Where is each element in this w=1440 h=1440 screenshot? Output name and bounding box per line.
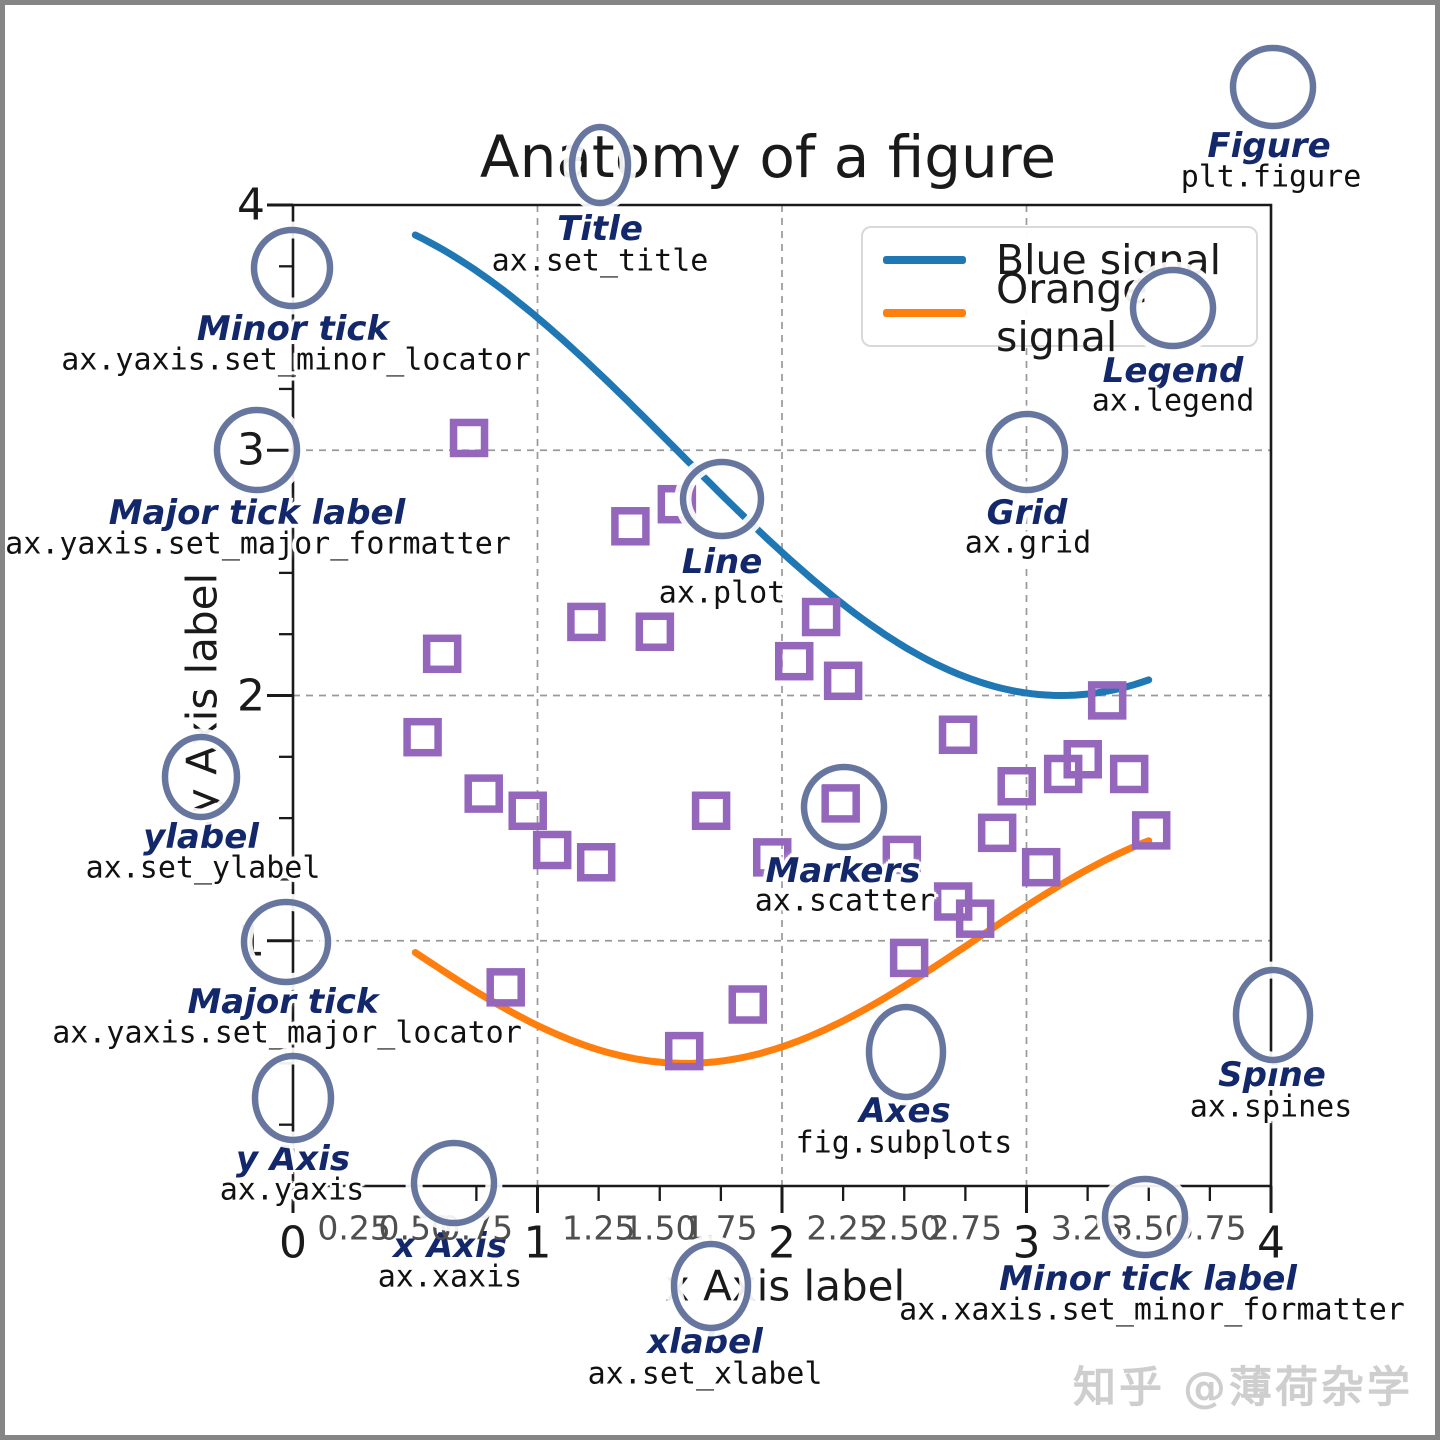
annotation-line-label: Line (681, 542, 763, 582)
series-line-blue-signal (411, 231, 1153, 700)
annotation-title-label: Title (557, 209, 643, 249)
scatter-marker (997, 766, 1036, 806)
annotation-major-tick-code: ax.yaxis.set_major_locator (52, 1015, 522, 1051)
y-tick-label: 4 (237, 179, 265, 231)
x-minor-tick-label: 0.75 (439, 1208, 514, 1248)
legend-entry-label: Orange signal (996, 264, 1148, 361)
x-minor-tick-label: 3.75 (1173, 1208, 1247, 1248)
annotation-x-axis-code: ax.xaxis (377, 1259, 523, 1295)
x-minor-tick-label: 2.75 (928, 1208, 1003, 1248)
scatter-marker (486, 968, 525, 1007)
x-minor-tick-label: 2.25 (806, 1208, 880, 1248)
annotation-line-code: ax.plot (658, 575, 786, 611)
legend-line-sample (883, 256, 966, 265)
legend-entry: Orange signal (875, 265, 1256, 361)
chart-title: Anatomy of a figure (479, 123, 1057, 191)
annotation-minor-tick-label-code: ax.xaxis.set_minor_formatter (899, 1292, 1405, 1328)
x-tick-label: 1 (523, 1217, 552, 1269)
scatter-marker (567, 602, 606, 642)
scatter-marker (576, 843, 616, 882)
annotation-axes-code: fig.subplots (795, 1125, 1013, 1161)
scatter-marker (977, 813, 1017, 853)
annotation-title-code: ax.set_title (491, 243, 709, 279)
annotation-grid-code: ax.grid (964, 525, 1092, 561)
scatter-marker (823, 661, 863, 701)
scatter-marker (1087, 681, 1127, 720)
scatter-marker (449, 418, 489, 458)
legend-line-sample (883, 308, 966, 317)
y-tick-label: 2 (237, 670, 265, 721)
scatter-marker (801, 597, 841, 637)
y-axis-label: y Axis label (177, 572, 227, 814)
plot-area (267, 203, 1273, 1213)
annotation-grid-label: Grid (986, 493, 1068, 533)
x-tick-label: 4 (1257, 1217, 1285, 1269)
x-minor-tick-label: 1.25 (561, 1208, 636, 1248)
scatter-marker (532, 830, 572, 870)
annotation-legend-code: ax.legend (1091, 383, 1255, 419)
scatter-marker (691, 791, 731, 831)
x-minor-tick-label: 0.25 (317, 1208, 391, 1248)
annotation-xlabel-code: ax.set_xlabel (587, 1356, 823, 1392)
annotation-minor-tick-label-label: Minor tick label (999, 1259, 1297, 1299)
text-layer: Anatomy of a figure x Axis label y Axis … (5, 5, 1435, 1435)
scatter-marker (635, 612, 675, 651)
scatter-marker (774, 641, 814, 681)
annotation-ylabel-code: ax.set_ylabel (85, 850, 321, 886)
scatter-marker (422, 634, 462, 674)
annotation-markers-code: ax.scatter (754, 883, 936, 919)
scatter-marker (938, 715, 978, 754)
scatter-marker (955, 899, 995, 938)
scatter-marker (1131, 811, 1171, 850)
series-line-orange-signal (411, 837, 1153, 1067)
scatter-marker (889, 938, 929, 978)
scatter-marker (1063, 740, 1102, 779)
scatter-marker (664, 1031, 704, 1071)
scatter-marker (1021, 847, 1061, 887)
scatter-marker (728, 985, 768, 1024)
annotation-legend-label: Legend (1102, 351, 1244, 391)
scatter-marker (508, 791, 547, 831)
annotation-x-axis-label: x Axis (393, 1226, 507, 1266)
y-tick-label: 3 (237, 424, 265, 476)
annotation-spine-code: ax.spines (1189, 1089, 1353, 1125)
scatter-marker (464, 774, 503, 813)
y-tick-label: 1 (237, 915, 265, 967)
x-tick-label: 2 (768, 1217, 796, 1269)
annotation-major-tick-label-label: Major tick label (108, 493, 406, 533)
scatter-marker (752, 838, 792, 877)
annotation-figure-code: plt.figure (1180, 159, 1362, 195)
annotation-major-tick-label-code: ax.yaxis.set_major_formatter (5, 526, 511, 562)
x-axis-label: x Axis label (664, 1261, 906, 1311)
x-minor-tick-label: 1.75 (684, 1208, 758, 1248)
scatter-marker (403, 717, 442, 757)
annotation-minor-tick-code: ax.yaxis.set_minor_locator (61, 342, 531, 378)
x-tick-label: 3 (1012, 1217, 1041, 1269)
legend: Blue signal Orange signal (861, 226, 1258, 361)
annotation-y-axis-code: ax.yaxis (219, 1172, 365, 1208)
annotation-minor-tick-label: Minor tick (196, 309, 390, 349)
x-minor-tick-label: 2.50 (867, 1208, 941, 1248)
x-tick-label: 0 (279, 1217, 307, 1269)
watermark: 知乎 @薄荷杂学 (1073, 1363, 1413, 1413)
annotation-markers-label: Markers (765, 851, 921, 891)
scatter-marker (611, 507, 650, 546)
scatter-marker (1109, 754, 1149, 794)
